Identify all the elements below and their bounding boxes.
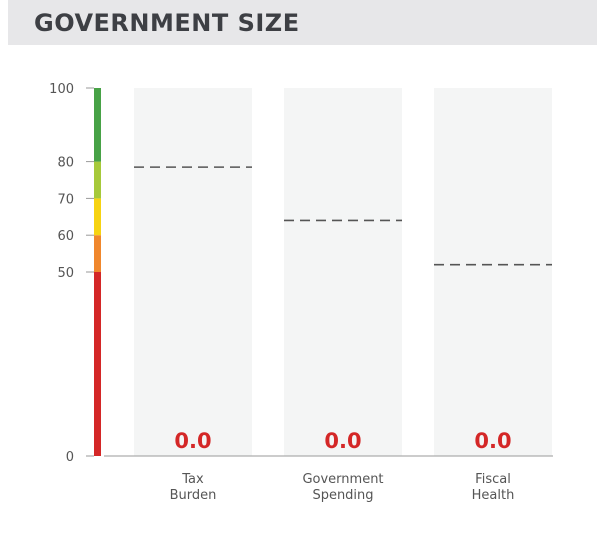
- scale-band-50-60: [94, 235, 101, 272]
- y-tick-label-60: 60: [57, 229, 74, 244]
- scale-band-80-100: [94, 88, 101, 162]
- category-label-1-line2: Burden: [170, 488, 217, 503]
- column-background-3: [434, 88, 552, 456]
- y-tick-label-50: 50: [57, 266, 74, 281]
- scale-band-60-70: [94, 198, 101, 236]
- header-bar: GOVERNMENT SIZE: [8, 0, 597, 45]
- plot-area: 0 50 60 70 80 100 0.0 Tax Burden 0.0 Government Spe…: [8, 45, 597, 531]
- chart-title: GOVERNMENT SIZE: [34, 9, 300, 37]
- value-label-1: 0.0: [174, 429, 211, 453]
- y-tick-label-80: 80: [57, 156, 74, 171]
- category-label-2-line1: Government: [302, 472, 383, 487]
- y-tick-label-70: 70: [57, 192, 74, 207]
- y-tick-label-0: 0: [66, 450, 74, 465]
- scale-band-0-50: [94, 272, 101, 456]
- category-label-1-line1: Tax: [181, 472, 204, 487]
- category-label-3-line1: Fiscal: [475, 472, 511, 487]
- column-background-2: [284, 88, 402, 456]
- chart-panel: GOVERNMENT SIZE 0 50 60 70 80 100 0.0 Tax Burden…: [8, 0, 597, 531]
- y-tick-label-100: 100: [49, 82, 74, 97]
- category-label-2-line2: Spending: [312, 488, 373, 503]
- value-label-3: 0.0: [474, 429, 511, 453]
- category-label-3-line2: Health: [472, 488, 515, 503]
- value-label-2: 0.0: [324, 429, 361, 453]
- column-background-1: [134, 88, 252, 456]
- scale-band-70-80: [94, 161, 101, 199]
